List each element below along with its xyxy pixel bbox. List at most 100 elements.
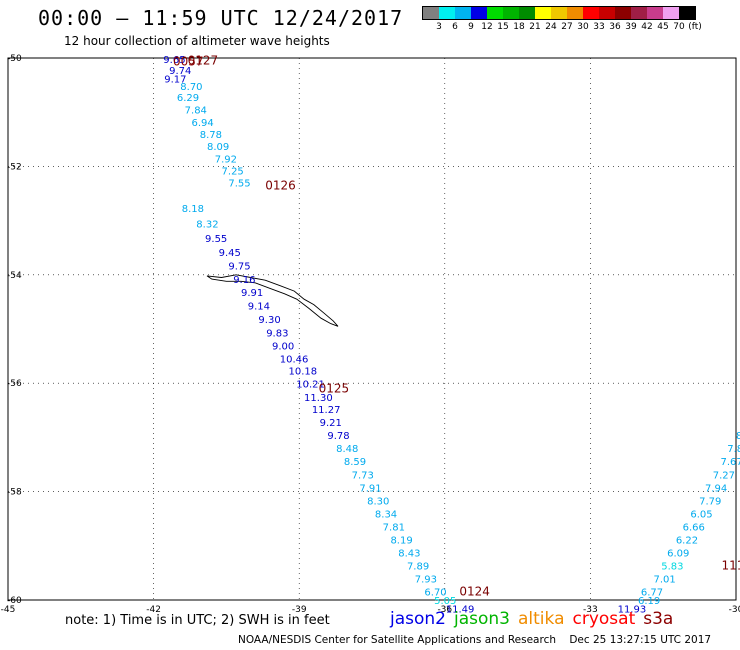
scale-tick-label: 21 bbox=[529, 22, 541, 32]
swh-label: 8.43 bbox=[398, 548, 420, 559]
swh-label: 11.27 bbox=[312, 405, 341, 416]
scale-tick-label: 12 bbox=[481, 22, 493, 32]
swh-label: 10.21 bbox=[296, 380, 325, 391]
swh-label: 7.89 bbox=[727, 444, 740, 455]
y-tick-label: -56 bbox=[7, 379, 22, 389]
scale-tick-label: 36 bbox=[609, 22, 621, 32]
scale-swatch bbox=[599, 7, 615, 19]
swh-label: 11.30 bbox=[304, 393, 333, 404]
swh-label: 7.94 bbox=[705, 483, 727, 494]
scale-swatch bbox=[423, 7, 439, 19]
track-time-label: 0125 bbox=[319, 382, 350, 396]
swh-label: 0057 bbox=[173, 54, 204, 68]
track-time-label: 1114 bbox=[721, 558, 740, 572]
swh-label: 7.93 bbox=[415, 574, 437, 585]
swh-label: 9.30 bbox=[258, 315, 280, 326]
swh-label: 8.48 bbox=[336, 444, 358, 455]
color-scale-labels: 3 6 9 12 15 18 21 24 27 30 33 36 39 42 45 70 (ft) bbox=[422, 20, 702, 34]
scale-swatch bbox=[535, 7, 551, 19]
track-time-label: 0127 bbox=[188, 54, 219, 68]
swh-label: 7.81 bbox=[383, 522, 405, 533]
x-tick-label: -42 bbox=[146, 605, 161, 615]
swh-label: 7.79 bbox=[699, 496, 721, 507]
swh-label: 6.66 bbox=[683, 522, 705, 533]
swh-label: 9.14 bbox=[248, 302, 270, 313]
scale-swatch bbox=[519, 7, 535, 19]
x-tick-label: -30 bbox=[729, 605, 740, 615]
legend-entry-altika: altika bbox=[518, 609, 565, 629]
scale-swatch bbox=[631, 7, 647, 19]
scale-tick-label: 6 bbox=[452, 22, 458, 32]
chart-subtitle: 12 hour collection of altimeter wave hei… bbox=[64, 34, 330, 48]
swh-label: 6.22 bbox=[676, 535, 698, 546]
scale-tick-label: 70 bbox=[673, 22, 685, 32]
scale-tick-label: 3 bbox=[436, 22, 442, 32]
scale-swatch bbox=[567, 7, 583, 19]
legend-entry-cryosat: cryosat bbox=[572, 609, 636, 629]
swh-label: 8.18 bbox=[182, 204, 204, 215]
swh-label: 9.74 bbox=[169, 66, 191, 77]
swh-label: 9.78 bbox=[327, 431, 349, 442]
swh-label: 5.83 bbox=[661, 561, 683, 572]
swh-label: 11.93 bbox=[618, 605, 647, 616]
legend-entry-s3a: s3a bbox=[643, 609, 674, 629]
swh-label: 8.34 bbox=[375, 509, 397, 520]
track-time-label: 0124 bbox=[459, 584, 490, 598]
y-tick-label: -52 bbox=[7, 162, 22, 172]
swh-label: 6.09 bbox=[667, 548, 689, 559]
swh-label: 6.05 bbox=[690, 509, 712, 520]
swh-label: 6.70 bbox=[424, 587, 446, 598]
y-tick-label: -50 bbox=[7, 54, 22, 64]
x-tick-label: -36 bbox=[437, 605, 452, 615]
swh-label: 10.46 bbox=[280, 354, 309, 365]
swh-label: 10.18 bbox=[289, 367, 318, 378]
y-tick-label: -54 bbox=[7, 271, 22, 281]
island-outline bbox=[206, 274, 339, 327]
swh-label: 8.19 bbox=[390, 535, 412, 546]
swh-label: 7.73 bbox=[352, 470, 374, 481]
credit-footer: NOAA/NESDIS Center for Satellite Applica… bbox=[238, 634, 712, 646]
scale-tick-label: 42 bbox=[641, 22, 653, 32]
swh-label: 8.59 bbox=[344, 457, 366, 468]
plot-frame bbox=[7, 57, 737, 601]
swh-label: 7.84 bbox=[185, 105, 207, 116]
x-tick-label: -45 bbox=[1, 605, 16, 615]
scale-swatch bbox=[503, 7, 519, 19]
scale-swatch bbox=[455, 7, 471, 19]
swh-label: 9.45 bbox=[219, 248, 241, 259]
swh-label: 9.75 bbox=[228, 262, 250, 273]
swh-label: 8.70 bbox=[180, 82, 202, 93]
swh-label: 9.83 bbox=[266, 328, 288, 339]
swh-label: 7.01 bbox=[653, 574, 675, 585]
swh-label: 9.55 bbox=[205, 234, 227, 245]
swh-label: 7.55 bbox=[228, 179, 250, 190]
swh-label: 8.39 bbox=[736, 431, 740, 442]
swh-label: 9.21 bbox=[320, 418, 342, 429]
swh-label: 8.30 bbox=[367, 496, 389, 507]
scale-swatch bbox=[471, 7, 487, 19]
swh-label: 7.91 bbox=[359, 483, 381, 494]
swh-label: 9.17 bbox=[164, 75, 186, 86]
swh-label: 11.49 bbox=[446, 605, 475, 616]
swh-label: 6.19 bbox=[638, 596, 660, 607]
y-tick-label: -60 bbox=[7, 596, 22, 606]
swh-label: 8.78 bbox=[200, 130, 222, 141]
scale-swatch bbox=[679, 7, 695, 19]
scale-swatch bbox=[487, 7, 503, 19]
legend-entry-jason3: jason3 bbox=[454, 609, 510, 629]
swh-label: 6.94 bbox=[191, 118, 213, 129]
satellite-legend: jason2 jason3 altika cryosat s3a bbox=[390, 609, 681, 629]
swh-label: 9.16 bbox=[233, 275, 255, 286]
swh-label: 5.05 bbox=[434, 596, 456, 607]
swh-label: 6.77 bbox=[641, 587, 663, 598]
track-time-label: 0126 bbox=[265, 178, 296, 192]
scale-tick-label: 45 bbox=[657, 22, 669, 32]
scale-swatch bbox=[615, 7, 631, 19]
swh-label: 7.89 bbox=[407, 561, 429, 572]
scale-swatch bbox=[583, 7, 599, 19]
y-tick-label: -58 bbox=[7, 488, 22, 498]
swh-label: 8.32 bbox=[196, 219, 218, 230]
swh-label: 7.92 bbox=[215, 154, 237, 165]
scale-tick-label: 33 bbox=[593, 22, 605, 32]
